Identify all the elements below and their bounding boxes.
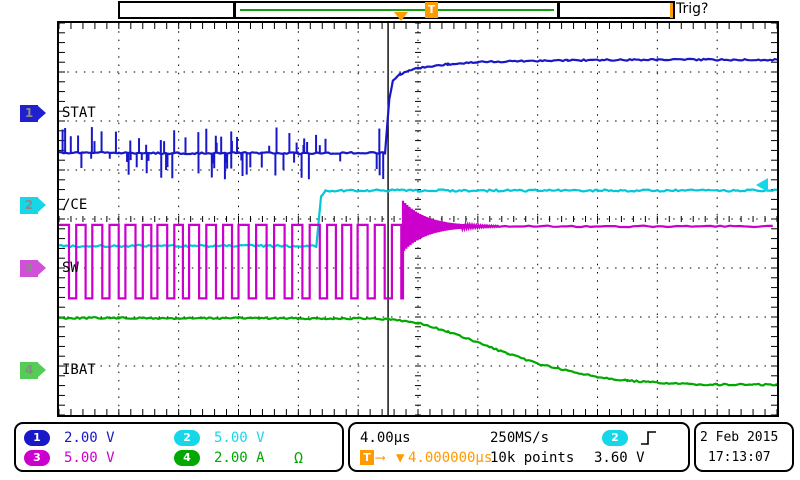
- channel-4-label: IBAT: [62, 362, 96, 378]
- channel-2-scale: 5.00 V: [214, 430, 265, 446]
- channel-3-reference-marker[interactable]: 3: [20, 260, 46, 277]
- time-label: 17:13:07: [708, 450, 771, 465]
- channel-2-number: 2: [183, 431, 191, 444]
- trigger-t-icon[interactable]: T: [425, 2, 438, 18]
- channel-3-marker-number: 3: [24, 261, 34, 275]
- channel-2-label: /CE: [62, 197, 88, 213]
- trigger-status-label: Trig?: [676, 1, 709, 17]
- channel-3-number: 3: [33, 451, 41, 464]
- channel-3-marker-point-icon: [37, 260, 46, 276]
- sample-rate-value: 250MS/s: [490, 430, 550, 446]
- channel-1-marker-number: 1: [24, 106, 34, 120]
- delay-arrow-icon: ⟶: [376, 450, 385, 466]
- date-label: 2 Feb 2015: [700, 430, 779, 445]
- channel-4-marker-number: 4: [24, 363, 34, 377]
- trigger-position-arrow-icon[interactable]: [394, 12, 408, 21]
- trigger-level-arrow-icon[interactable]: [756, 178, 768, 192]
- channel-1-number: 1: [33, 431, 41, 444]
- channel-4-scale: 2.00 A: [214, 450, 265, 466]
- channel-settings-panel[interactable]: 1 2.00 V 3 5.00 V 2 5.00 V 4 2.00 A Ω: [14, 422, 344, 472]
- timebase-value: 4.00µs: [360, 430, 411, 446]
- waveform-graticule[interactable]: [57, 21, 779, 417]
- channel-2-reference-marker[interactable]: 2: [20, 197, 46, 214]
- channel-1-reference-marker[interactable]: 1: [20, 105, 46, 122]
- channel-2-marker-body: [20, 197, 38, 214]
- channel-3-scale: 5.00 V: [64, 450, 115, 466]
- channel-3-label: SW: [62, 260, 79, 276]
- trigger-level-value: 3.60 V: [594, 450, 645, 466]
- channel-4-number: 4: [183, 451, 191, 464]
- horizontal-trigger-panel[interactable]: 4.00µs T ⟶ ▼ 4.000000µs 250MS/s 10k poin…: [348, 422, 690, 472]
- memory-segment-left[interactable]: [118, 1, 235, 19]
- channel-1-label: STAT: [62, 105, 96, 121]
- memory-segment-right[interactable]: [558, 1, 675, 19]
- memory-end-marker: [670, 3, 673, 18]
- channel-1-badge[interactable]: 1: [24, 430, 50, 446]
- trigger-delay-value: 4.000000µs: [408, 450, 493, 466]
- channel-1-scale: 2.00 V: [64, 430, 115, 446]
- channel-1-marker-point-icon: [37, 105, 46, 121]
- channel-2-badge[interactable]: 2: [174, 430, 200, 446]
- grid-and-traces: [59, 23, 777, 415]
- memory-waveform-line: [240, 9, 554, 11]
- channel-4-marker-body: [20, 362, 38, 379]
- channel-3-marker-body: [20, 260, 38, 277]
- trigger-source-badge[interactable]: 2: [602, 430, 628, 446]
- channel-3-badge[interactable]: 3: [24, 450, 50, 466]
- channel-1-marker-body: [20, 105, 38, 122]
- rising-edge-icon: [641, 431, 656, 445]
- record-length-value: 10k points: [490, 450, 575, 466]
- trigger-delay-icon[interactable]: T: [360, 450, 374, 465]
- status-bar: 1 2.00 V 3 5.00 V 2 5.00 V 4 2.00 A Ω 4.…: [0, 420, 800, 480]
- channel-2-marker-point-icon: [37, 197, 46, 213]
- channel-4-badge[interactable]: 4: [174, 450, 200, 466]
- trigger-source-number: 2: [611, 431, 619, 444]
- datetime-panel: 2 Feb 2015 17:13:07: [694, 422, 794, 472]
- channel-4-impedance-icon: Ω: [294, 449, 304, 467]
- delay-dir-icon: ▼: [396, 450, 405, 466]
- channel-4-reference-marker[interactable]: 4: [20, 362, 46, 379]
- channel-2-marker-number: 2: [24, 198, 34, 212]
- channel-4-marker-point-icon: [37, 362, 46, 378]
